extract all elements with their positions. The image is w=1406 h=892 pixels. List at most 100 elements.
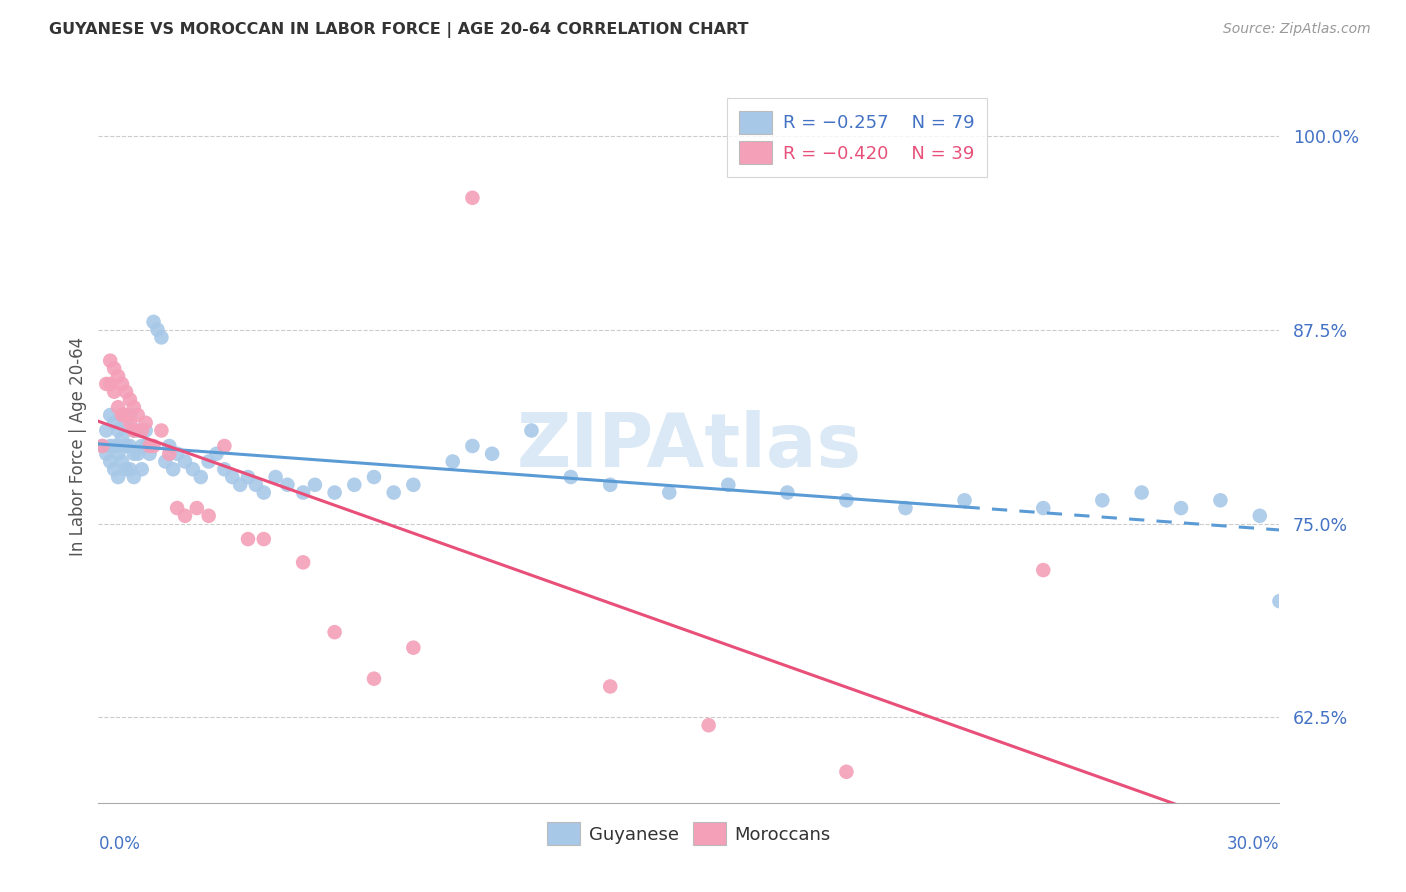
- Point: [122, 401, 145, 415]
- Point: [253, 485, 276, 500]
- Point: [363, 470, 385, 484]
- Point: [150, 330, 173, 344]
- Point: [103, 462, 125, 476]
- Point: [96, 376, 118, 391]
- Point: [1268, 594, 1291, 608]
- Point: [181, 462, 204, 476]
- Point: [103, 439, 125, 453]
- Point: [131, 424, 153, 438]
- Point: [111, 431, 134, 445]
- Point: [323, 625, 346, 640]
- Point: [135, 416, 157, 430]
- Text: 30.0%: 30.0%: [1227, 835, 1279, 853]
- Point: [245, 477, 267, 491]
- Point: [98, 454, 121, 468]
- Y-axis label: In Labor Force | Age 20-64: In Labor Force | Age 20-64: [69, 336, 87, 556]
- Point: [115, 439, 138, 453]
- Point: [111, 454, 134, 468]
- Point: [236, 532, 259, 546]
- Point: [205, 447, 228, 461]
- Point: [264, 470, 287, 484]
- Point: [107, 401, 129, 415]
- Point: [221, 470, 243, 484]
- Point: [127, 408, 149, 422]
- Point: [953, 493, 976, 508]
- Point: [481, 447, 503, 461]
- Point: [197, 454, 219, 468]
- Point: [98, 353, 121, 368]
- Point: [115, 416, 138, 430]
- Point: [111, 376, 134, 391]
- Point: [131, 462, 153, 476]
- Point: [323, 485, 346, 500]
- Point: [461, 439, 484, 453]
- Point: [115, 462, 138, 476]
- Point: [131, 439, 153, 453]
- Text: GUYANESE VS MOROCCAN IN LABOR FORCE | AGE 20-64 CORRELATION CHART: GUYANESE VS MOROCCAN IN LABOR FORCE | AG…: [49, 22, 749, 38]
- Point: [292, 485, 315, 500]
- Point: [835, 764, 858, 779]
- Point: [107, 470, 129, 484]
- Point: [174, 454, 197, 468]
- Point: [658, 485, 681, 500]
- Point: [118, 416, 141, 430]
- Point: [402, 640, 425, 655]
- Point: [118, 462, 141, 476]
- Point: [107, 424, 129, 438]
- Point: [142, 439, 165, 453]
- Point: [520, 424, 543, 438]
- Point: [197, 508, 219, 523]
- Point: [1032, 501, 1054, 516]
- Point: [402, 477, 425, 491]
- Point: [91, 439, 114, 453]
- Point: [155, 454, 177, 468]
- Point: [122, 424, 145, 438]
- Point: [98, 439, 121, 453]
- Point: [107, 447, 129, 461]
- Point: [142, 315, 165, 329]
- Point: [1032, 563, 1054, 577]
- Point: [118, 408, 141, 422]
- Point: [118, 392, 141, 407]
- Point: [276, 477, 298, 491]
- Text: 0.0%: 0.0%: [98, 835, 141, 853]
- Point: [229, 477, 252, 491]
- Point: [122, 424, 145, 438]
- Point: [441, 454, 464, 468]
- Point: [292, 555, 315, 569]
- Point: [697, 718, 720, 732]
- Point: [107, 439, 129, 453]
- Point: [461, 191, 484, 205]
- Point: [138, 439, 160, 453]
- Point: [138, 447, 160, 461]
- Point: [127, 424, 149, 438]
- Point: [835, 493, 858, 508]
- Point: [1091, 493, 1114, 508]
- Point: [118, 439, 141, 453]
- Point: [107, 369, 129, 384]
- Point: [717, 477, 740, 491]
- Point: [343, 477, 366, 491]
- Point: [96, 424, 118, 438]
- Point: [98, 408, 121, 422]
- Point: [150, 424, 173, 438]
- Point: [214, 462, 236, 476]
- Point: [166, 447, 188, 461]
- Point: [186, 501, 208, 516]
- Point: [363, 672, 385, 686]
- Point: [115, 408, 138, 422]
- Point: [304, 477, 326, 491]
- Point: [1130, 485, 1153, 500]
- Point: [115, 384, 138, 399]
- Point: [382, 485, 405, 500]
- Point: [135, 439, 157, 453]
- Point: [111, 408, 134, 422]
- Point: [162, 462, 184, 476]
- Point: [776, 485, 799, 500]
- Point: [157, 439, 180, 453]
- Point: [103, 361, 125, 376]
- Point: [894, 501, 917, 516]
- Point: [1170, 501, 1192, 516]
- Point: [214, 439, 236, 453]
- Point: [111, 408, 134, 422]
